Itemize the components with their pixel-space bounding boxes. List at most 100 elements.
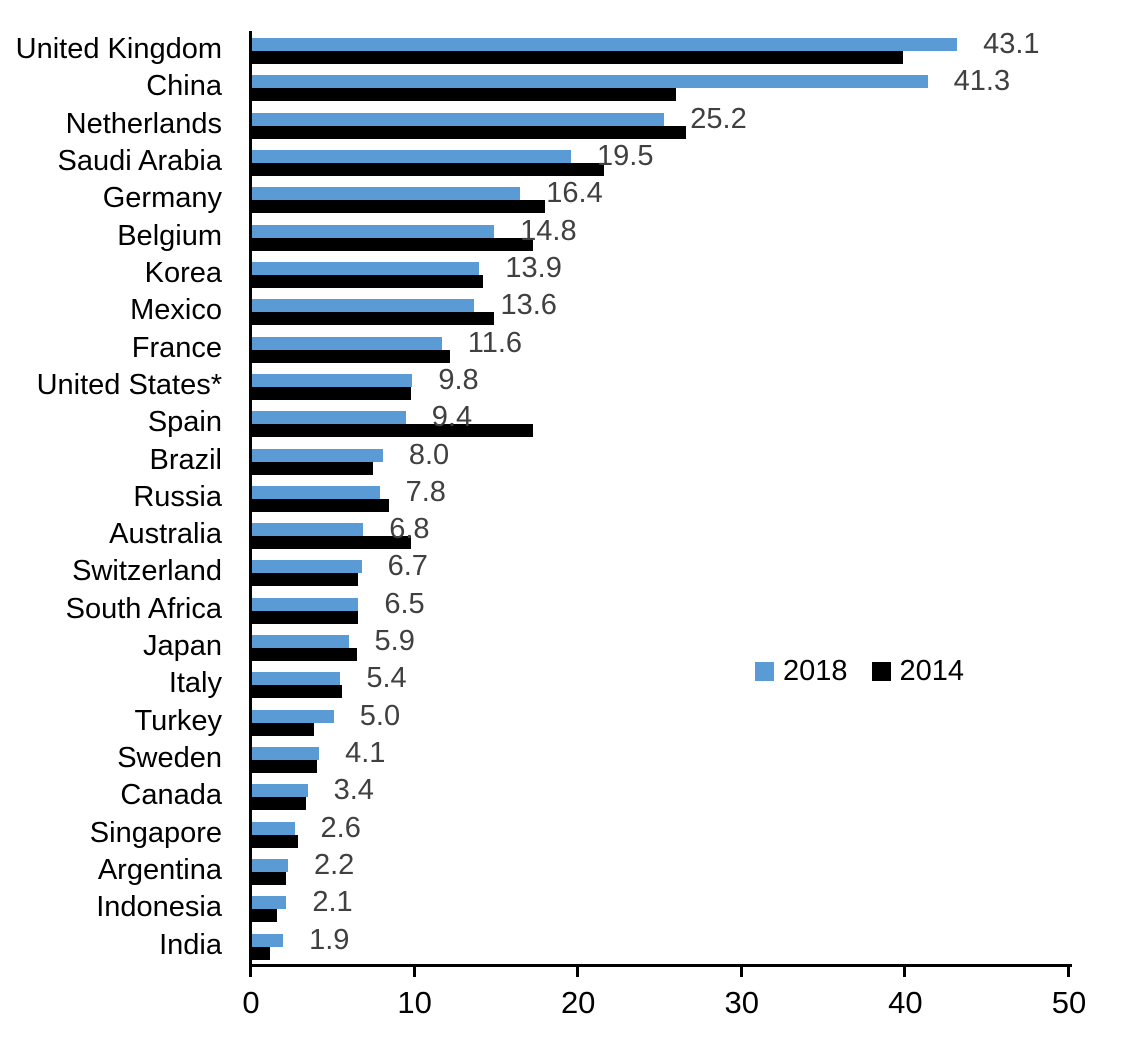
category-label: Italy — [168, 667, 222, 700]
bar-2014 — [252, 909, 277, 923]
value-label: 13.6 — [500, 289, 557, 322]
bar-2018 — [252, 747, 320, 761]
category-label: South Africa — [65, 592, 222, 625]
category-label: Saudi Arabia — [57, 144, 222, 177]
x-tick-label: 10 — [397, 985, 432, 1020]
bar-2018 — [252, 112, 665, 126]
category-label: Turkey — [134, 704, 222, 737]
x-tick — [1067, 967, 1070, 977]
legend-item-2014: 2014 — [871, 655, 965, 688]
category-label: United Kingdom — [15, 33, 222, 65]
bar-2018 — [252, 859, 288, 873]
value-label: 8.0 — [408, 438, 450, 471]
legend-swatch-2018-icon — [755, 662, 774, 681]
category-label: United States* — [36, 368, 222, 401]
category-label: Switzerland — [72, 555, 222, 588]
value-label: 3.4 — [333, 774, 374, 807]
value-label: 6.5 — [384, 587, 425, 620]
x-tick-label: 20 — [560, 985, 596, 1020]
y-axis-line — [249, 31, 252, 967]
value-label: 6.7 — [387, 550, 428, 583]
value-label: 7.8 — [405, 475, 446, 508]
bar-2014 — [252, 237, 534, 251]
bar-2014 — [252, 760, 318, 774]
bar-2018 — [252, 75, 928, 89]
bar-2014 — [252, 349, 450, 363]
bar-2014 — [252, 536, 411, 550]
bar-2014 — [252, 797, 306, 811]
bar-2018 — [252, 224, 495, 238]
legend: 2018 2014 — [755, 655, 964, 688]
category-label: Canada — [120, 779, 222, 812]
value-label: 41.3 — [953, 65, 1011, 98]
bar-2014 — [252, 610, 359, 624]
x-axis-line — [249, 964, 1072, 967]
bar-2014 — [252, 312, 495, 326]
value-label: 5.9 — [374, 625, 415, 658]
category-label: Russia — [133, 480, 222, 513]
bar-2014 — [252, 685, 342, 699]
legend-swatch-2014-icon — [871, 662, 891, 681]
bar-2014 — [252, 872, 287, 886]
bar-2018 — [252, 523, 364, 537]
value-label: 2.2 — [313, 849, 355, 882]
value-label: 43.1 — [983, 28, 1040, 60]
bar-2018 — [252, 38, 958, 51]
category-label: Brazil — [149, 443, 222, 476]
x-tick-label: 0 — [242, 985, 260, 1020]
bar-2014 — [252, 834, 298, 848]
bar-2018 — [252, 299, 475, 313]
bar-2014 — [252, 125, 686, 139]
bar-2018 — [252, 448, 383, 462]
bar-2018 — [252, 336, 442, 350]
value-label: 16.4 — [546, 177, 603, 210]
x-tick — [739, 967, 743, 977]
category-label: Spain — [147, 406, 222, 439]
bar-2014 — [252, 648, 357, 662]
bar-2018 — [252, 187, 521, 201]
bar-2018 — [252, 933, 284, 947]
bar-2014 — [252, 461, 374, 475]
category-label: Sweden — [117, 742, 222, 775]
x-tick — [249, 967, 252, 977]
category-label: Japan — [142, 630, 222, 663]
value-label: 11.6 — [467, 326, 523, 359]
value-label: 19.5 — [597, 139, 654, 172]
category-label: India — [159, 928, 222, 961]
x-tick — [903, 967, 907, 977]
category-label: China — [146, 70, 222, 103]
bar-2014 — [252, 88, 676, 102]
bar-2018 — [252, 635, 349, 649]
value-label: 5.4 — [366, 662, 407, 695]
bar-2014 — [252, 200, 545, 214]
legend-label-2014: 2014 — [899, 655, 965, 687]
bar-2014 — [252, 386, 411, 400]
bar-2018 — [252, 896, 287, 910]
bar-2014 — [252, 573, 359, 587]
value-label: 13.9 — [505, 251, 562, 284]
category-label: Korea — [144, 256, 222, 289]
bar-2018 — [252, 411, 406, 425]
bar-2018 — [252, 784, 308, 798]
value-label: 14.8 — [520, 214, 577, 247]
bar-2018 — [252, 261, 480, 275]
value-label: 1.9 — [309, 923, 350, 956]
value-label: 25.2 — [690, 102, 747, 135]
category-label: Indonesia — [96, 891, 222, 924]
bar-2014 — [252, 274, 483, 288]
category-label: France — [131, 331, 222, 364]
bar-2018 — [252, 709, 334, 723]
value-label: 4.1 — [345, 737, 386, 770]
bar-2018 — [252, 485, 380, 499]
bar-2018 — [252, 149, 572, 163]
bar-2018 — [252, 560, 362, 574]
bar-2018 — [252, 672, 341, 686]
x-tick-label: 40 — [888, 985, 923, 1020]
bar-2014 — [252, 722, 315, 736]
value-label: 9.8 — [438, 363, 479, 396]
bar-2014 — [252, 51, 904, 64]
value-label: 2.1 — [312, 886, 353, 919]
category-label: Singapore — [89, 816, 222, 849]
category-label: Belgium — [117, 219, 222, 252]
